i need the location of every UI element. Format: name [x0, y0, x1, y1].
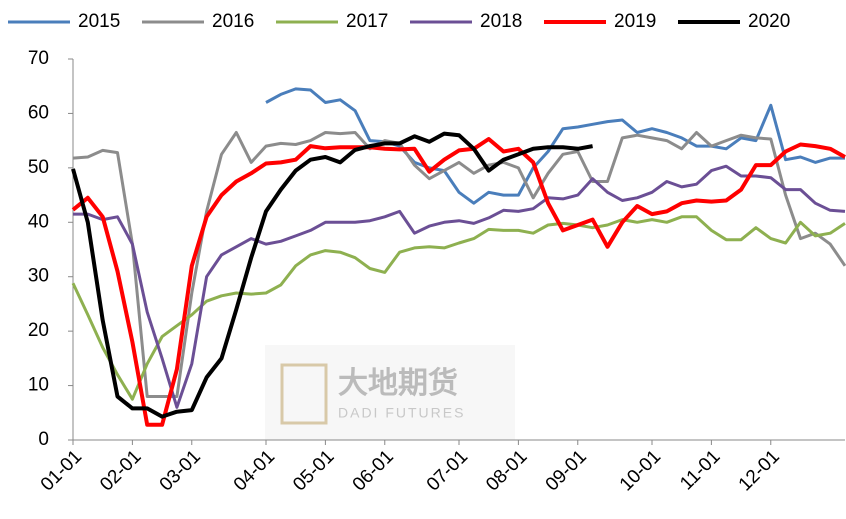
legend-label: 2020: [748, 11, 790, 32]
x-tick-label: 05-01: [289, 446, 338, 495]
y-tick-label: 60: [28, 102, 49, 123]
line-series: [265, 87, 845, 205]
x-tick-label: 09-01: [542, 446, 591, 495]
x-tick-label: 02-01: [96, 446, 145, 495]
watermark-text: 大地期货: [338, 366, 458, 400]
y-tick-label: 20: [28, 320, 49, 341]
watermark-logo: [280, 363, 328, 425]
y-tick-label: 40: [28, 211, 49, 232]
y-tick-label: 50: [28, 157, 49, 178]
x-tick-label: 04-01: [230, 446, 279, 495]
y-tick-label: 70: [28, 48, 49, 69]
legend-label: 2017: [346, 11, 388, 32]
watermark-subtext: DADI FUTURES: [338, 405, 465, 421]
legend-label: 2019: [614, 11, 656, 32]
y-tick-label: 30: [28, 266, 49, 287]
y-tick-label: 10: [28, 375, 49, 396]
x-tick-label: 03-01: [156, 446, 205, 495]
legend-label: 2016: [212, 11, 254, 32]
x-tick-label: 01-01: [37, 446, 86, 495]
x-tick-label: 07-01: [423, 446, 472, 495]
x-tick-label: 08-01: [482, 446, 531, 495]
x-tick-label: 06-01: [349, 446, 398, 495]
line-series: [71, 131, 593, 419]
legend-label: 2015: [78, 11, 120, 32]
y-tick-label: 0: [38, 429, 49, 450]
x-tick-label: 11-01: [676, 446, 724, 494]
x-tick-label: 10-01: [616, 446, 665, 495]
line-series: [73, 164, 846, 409]
x-tick-label: 12-01: [735, 446, 784, 495]
line-series: [71, 137, 846, 427]
legend-label: 2018: [480, 11, 522, 32]
